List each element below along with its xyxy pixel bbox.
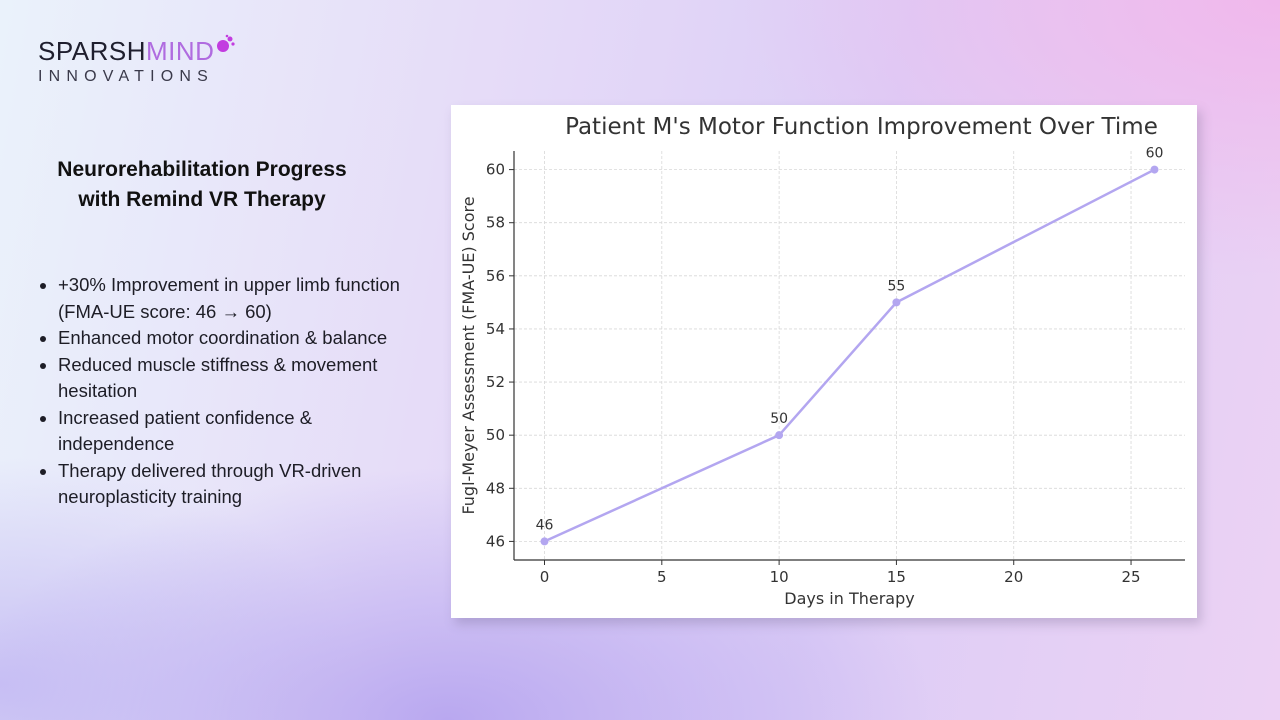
y-tick-label: 54: [486, 320, 505, 338]
y-tick-label: 46: [486, 532, 505, 550]
data-label: 55: [888, 278, 906, 294]
x-tick-label: 20: [1004, 568, 1023, 586]
logo-wordmark: SPARSH MIND: [38, 34, 237, 66]
data-label: 46: [536, 517, 554, 533]
series-line: [543, 168, 1156, 543]
y-tick-label: 60: [486, 161, 505, 179]
y-tick-label: 48: [486, 479, 505, 497]
logo-sparkle-icon: [217, 34, 236, 52]
y-axis-label: Fugl-Meyer Assessment (FMA-UE) Score: [459, 196, 478, 514]
x-axis-label: Days in Therapy: [784, 589, 914, 608]
x-tick-label: 10: [770, 568, 789, 586]
motor-function-chart: 0 5 10 15 20 25 46 48 50 52 54 56 58 60 Patient M's M…: [459, 114, 1185, 608]
highlight-item: Increased patient confidence & independe…: [58, 405, 418, 458]
heading-line-2: with Remind VR Therapy: [78, 188, 326, 211]
y-tick-label: 58: [486, 214, 505, 232]
highlight-item: Therapy delivered through VR-driven neur…: [58, 458, 418, 511]
x-tick-label: 25: [1121, 568, 1140, 586]
data-point: [775, 431, 784, 440]
highlight-item: +30% Improvement in upper limb function …: [58, 272, 418, 325]
y-tick-label: 50: [486, 426, 505, 444]
highlights-list: +30% Improvement in upper limb function …: [36, 272, 418, 511]
logo-subtitle: INNOVATIONS: [38, 68, 215, 85]
page-heading: Neurorehabilitation Progress with Remind…: [22, 155, 382, 215]
data-point: [1150, 165, 1159, 174]
x-tick-label: 0: [540, 568, 550, 586]
y-tick-label: 52: [486, 373, 505, 391]
logo: SPARSH MIND INNOVATIONS: [38, 34, 237, 86]
heading-line-1: Neurorehabilitation Progress: [57, 158, 347, 181]
y-tick-label: 56: [486, 267, 505, 285]
highlight-item: Enhanced motor coordination & balance: [58, 325, 418, 352]
logo-text-mind: MIND: [146, 36, 215, 66]
chart-title: Patient M's Motor Function Improvement O…: [565, 114, 1158, 140]
logo-text-sparsh: SPARSH: [38, 36, 146, 66]
highlight-item: Reduced muscle stiffness & movement hesi…: [58, 352, 418, 405]
data-point: [892, 298, 901, 307]
data-label: 50: [770, 411, 788, 427]
data-point: [540, 537, 549, 546]
x-tick-label: 15: [887, 568, 906, 586]
chart-card: 0 5 10 15 20 25 46 48 50 52 54 56 58 60 Patient M's M…: [451, 105, 1197, 618]
x-tick-label: 5: [657, 568, 667, 586]
data-label: 60: [1146, 146, 1164, 162]
